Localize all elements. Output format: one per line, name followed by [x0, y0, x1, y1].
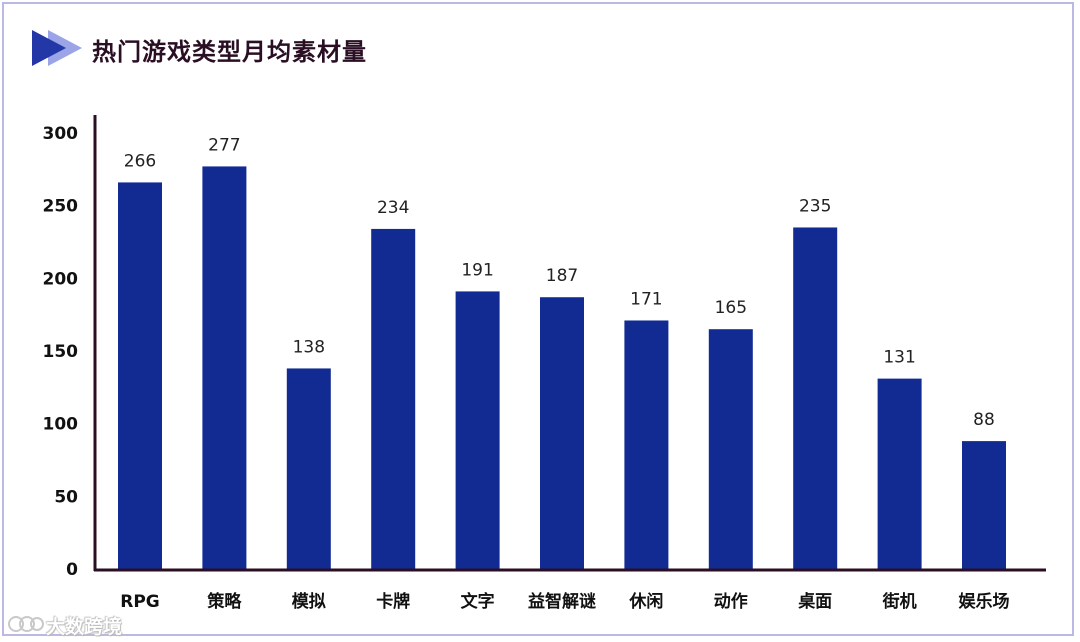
bar — [708, 329, 753, 569]
x-tick-label: 模拟 — [292, 591, 326, 612]
watermark-text: 大数跨境 — [46, 616, 123, 638]
bar — [455, 291, 500, 569]
bar — [286, 368, 331, 569]
data-label: 191 — [461, 260, 493, 280]
bar — [624, 320, 669, 569]
bar — [540, 297, 584, 569]
bar — [371, 228, 416, 570]
double-arrow-icon — [32, 30, 82, 66]
data-label: 165 — [715, 298, 747, 318]
x-tick-label: 娱乐场 — [959, 591, 1010, 612]
x-tick-label: 策略 — [207, 591, 242, 612]
y-tick-label: 200 — [43, 269, 79, 289]
x-tick-label: 休闲 — [628, 591, 663, 612]
bar — [962, 441, 1006, 569]
y-tick-label: 0 — [66, 560, 78, 580]
data-label: 138 — [293, 337, 325, 357]
data-label: 277 — [208, 135, 240, 155]
data-label: 131 — [883, 348, 915, 368]
data-label: 266 — [124, 151, 156, 171]
x-tick-label: 文字 — [461, 591, 495, 612]
data-label: 235 — [799, 196, 831, 216]
y-tick-label: 300 — [43, 124, 79, 144]
y-tick-label: 250 — [43, 197, 79, 217]
data-label: 171 — [630, 289, 662, 309]
watermark: 大数跨境 — [6, 608, 146, 638]
x-tick-label: 动作 — [714, 591, 748, 612]
x-tick-label: RPG — [120, 592, 160, 612]
bar — [793, 227, 838, 569]
data-label: 88 — [973, 410, 995, 430]
x-tick-label: 桌面 — [798, 592, 832, 612]
x-tick-label: 街机 — [882, 591, 917, 612]
y-tick-label: 150 — [43, 342, 79, 362]
bar — [118, 182, 162, 569]
y-tick-label: 100 — [43, 415, 79, 435]
data-label: 187 — [546, 266, 578, 286]
bar — [877, 378, 922, 569]
data-label: 234 — [377, 198, 409, 218]
y-tick-label: 50 — [54, 487, 78, 507]
bar — [202, 166, 247, 569]
x-tick-label: 益智解谜 — [528, 591, 597, 612]
watermark-logo-icon — [8, 616, 44, 632]
x-tick-label: 卡牌 — [376, 591, 410, 612]
chart-title: 热门游戏类型月均素材量 — [92, 38, 367, 66]
